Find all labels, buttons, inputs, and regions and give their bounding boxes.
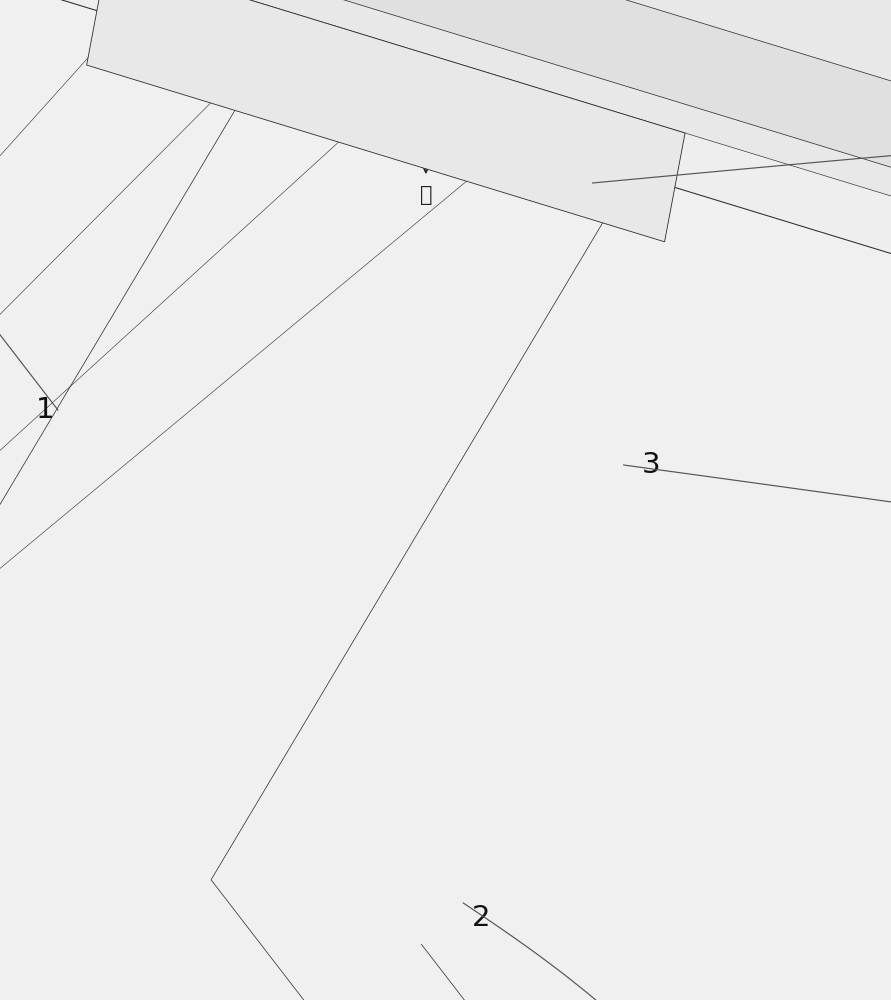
Polygon shape	[308, 0, 891, 196]
Text: 2: 2	[472, 904, 491, 932]
Polygon shape	[0, 0, 519, 27]
Text: 左: 左	[356, 86, 368, 106]
Text: 3: 3	[642, 451, 660, 479]
Polygon shape	[107, 0, 891, 1000]
Text: 1: 1	[36, 396, 54, 424]
Polygon shape	[165, 0, 891, 957]
Text: 下: 下	[420, 185, 432, 205]
Text: 200: 200	[610, 159, 666, 187]
Text: 右: 右	[484, 138, 496, 158]
Text: 上: 上	[420, 39, 432, 59]
Polygon shape	[86, 0, 685, 242]
